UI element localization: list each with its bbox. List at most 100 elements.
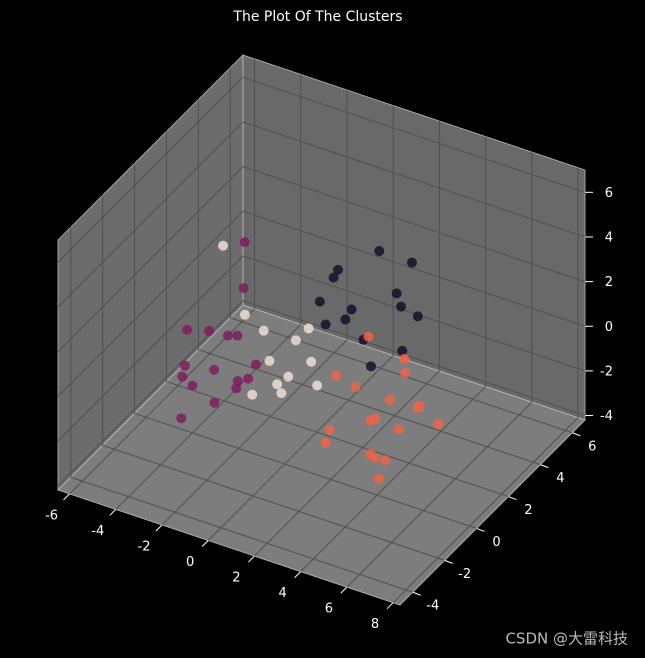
point bbox=[350, 382, 361, 393]
tick-mark bbox=[412, 591, 421, 596]
z-tick-label: 2 bbox=[605, 275, 613, 290]
grid-line bbox=[254, 370, 440, 557]
point bbox=[331, 370, 342, 381]
tick-mark bbox=[294, 571, 301, 578]
point bbox=[433, 419, 444, 430]
point bbox=[370, 413, 381, 424]
point bbox=[412, 311, 423, 322]
x-tick-label: -4 bbox=[91, 524, 104, 539]
y-tick-label: 0 bbox=[492, 535, 500, 550]
point bbox=[306, 356, 317, 367]
back-pane bbox=[242, 54, 586, 421]
tick-mark bbox=[248, 555, 255, 563]
tick-mark bbox=[540, 464, 549, 469]
point bbox=[179, 360, 190, 371]
point bbox=[243, 373, 254, 384]
point bbox=[290, 335, 301, 346]
grid-line bbox=[346, 401, 533, 588]
x-tick-label: -6 bbox=[45, 508, 58, 523]
x-tick-label: 2 bbox=[232, 571, 240, 586]
watermark: CSDN @大雷科技 bbox=[505, 630, 628, 648]
point bbox=[222, 330, 233, 341]
point bbox=[328, 272, 339, 283]
grid-line bbox=[242, 300, 586, 417]
grid-line bbox=[57, 210, 244, 397]
point bbox=[397, 345, 408, 356]
tick-mark bbox=[63, 493, 70, 501]
tick-mark bbox=[155, 524, 163, 532]
tick-mark bbox=[386, 602, 394, 610]
point bbox=[239, 309, 250, 320]
point bbox=[250, 359, 261, 370]
point bbox=[232, 375, 243, 386]
point bbox=[209, 364, 220, 375]
grid-line bbox=[57, 76, 244, 263]
point bbox=[399, 353, 410, 364]
point bbox=[187, 380, 198, 391]
point bbox=[320, 319, 331, 330]
point bbox=[176, 413, 187, 424]
grid-line bbox=[57, 166, 244, 352]
point bbox=[414, 400, 425, 411]
point bbox=[380, 455, 391, 466]
grid-line bbox=[207, 355, 394, 541]
point bbox=[272, 379, 283, 390]
grid-line bbox=[242, 166, 586, 283]
point bbox=[204, 325, 215, 336]
x-tick-label: -2 bbox=[138, 539, 151, 554]
tick-mark bbox=[340, 586, 348, 594]
y-tick-label: 6 bbox=[588, 439, 596, 454]
tick-mark bbox=[476, 527, 485, 532]
tick-mark bbox=[508, 496, 517, 501]
point bbox=[283, 371, 294, 382]
point bbox=[312, 380, 323, 391]
point bbox=[218, 240, 229, 251]
y-tick-label: 2 bbox=[524, 503, 532, 518]
point bbox=[177, 371, 188, 382]
z-tick-label: 6 bbox=[605, 186, 613, 201]
z-tick-label: -2 bbox=[600, 364, 613, 379]
tick-mark bbox=[201, 540, 209, 547]
point bbox=[374, 245, 385, 256]
point bbox=[247, 389, 258, 400]
point bbox=[232, 330, 243, 341]
point bbox=[320, 437, 331, 448]
chart-title: The Plot Of The Clusters bbox=[232, 9, 402, 25]
z-tick-label: 4 bbox=[605, 230, 613, 245]
point bbox=[264, 355, 275, 366]
point bbox=[394, 424, 405, 435]
x-tick-label: 4 bbox=[278, 586, 286, 601]
point bbox=[406, 257, 417, 268]
x-tick-label: 0 bbox=[186, 555, 194, 570]
point bbox=[303, 323, 314, 334]
point bbox=[391, 288, 402, 299]
grid-line bbox=[102, 444, 445, 561]
x-tick-label: 6 bbox=[325, 602, 333, 617]
grid-line bbox=[70, 476, 413, 593]
y-tick-label: 4 bbox=[556, 471, 564, 486]
grid-line bbox=[69, 308, 255, 495]
grid-line bbox=[166, 381, 509, 498]
y-tick-label: -4 bbox=[426, 599, 439, 614]
grid-line bbox=[134, 412, 477, 529]
point bbox=[276, 388, 287, 399]
grid-line bbox=[57, 121, 244, 308]
grid-line bbox=[57, 255, 244, 442]
point bbox=[182, 324, 193, 335]
tick-mark bbox=[109, 509, 117, 516]
x-tick-label: 8 bbox=[371, 617, 379, 632]
point bbox=[373, 473, 384, 484]
point bbox=[363, 331, 374, 342]
grid-line bbox=[115, 324, 302, 510]
point bbox=[209, 397, 220, 408]
tick-mark bbox=[444, 559, 453, 564]
point bbox=[324, 424, 335, 435]
tick-mark bbox=[572, 432, 581, 437]
point bbox=[365, 449, 376, 460]
z-tick-label: -4 bbox=[600, 409, 613, 424]
point bbox=[314, 296, 325, 307]
grid-line bbox=[242, 121, 586, 238]
grid-line bbox=[242, 76, 586, 193]
point bbox=[340, 314, 351, 325]
